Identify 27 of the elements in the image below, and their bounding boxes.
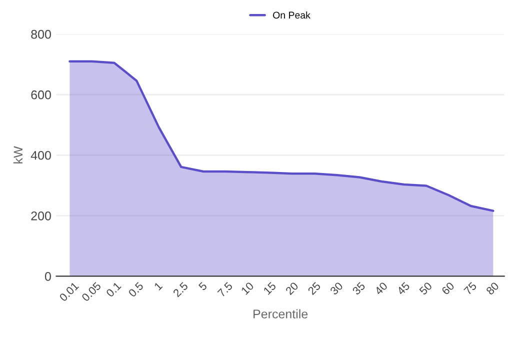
- y-tick-label: 800: [31, 30, 51, 39]
- x-tick-label: 2.5: [172, 282, 188, 298]
- x-tick-label: 40: [374, 282, 388, 296]
- x-tick-label: 1: [154, 282, 163, 291]
- x-tick-label: 0.5: [128, 282, 144, 298]
- x-tick-label: 0.01: [58, 282, 80, 302]
- x-tick-label: 60: [441, 282, 455, 296]
- y-axis-title: kW: [13, 146, 22, 164]
- x-tick-label: 30: [330, 282, 344, 296]
- x-tick-label: 15: [263, 282, 276, 295]
- x-tick-label: 35: [352, 282, 366, 296]
- x-tick-label: 75: [464, 282, 478, 296]
- y-tick-label: 200: [31, 211, 51, 220]
- y-tick-label: 400: [30, 150, 51, 160]
- y-tick-label: 600: [31, 90, 51, 100]
- x-tick-label: 25: [307, 282, 322, 296]
- x-axis-title: Percentile: [254, 309, 308, 318]
- x-tick-label: 20: [285, 282, 299, 296]
- x-tick-label: 0.1: [106, 282, 122, 298]
- x-tick-label: 50: [418, 282, 432, 296]
- x-tick-label: 7.5: [217, 282, 233, 298]
- legend-label: On Peak: [273, 11, 310, 19]
- x-tick-label: 10: [240, 282, 254, 295]
- x-tick-label: 80: [486, 282, 500, 296]
- x-tick-label: 5: [198, 282, 208, 291]
- x-tick-label: 45: [396, 282, 410, 296]
- y-tick-label: 0: [44, 272, 51, 281]
